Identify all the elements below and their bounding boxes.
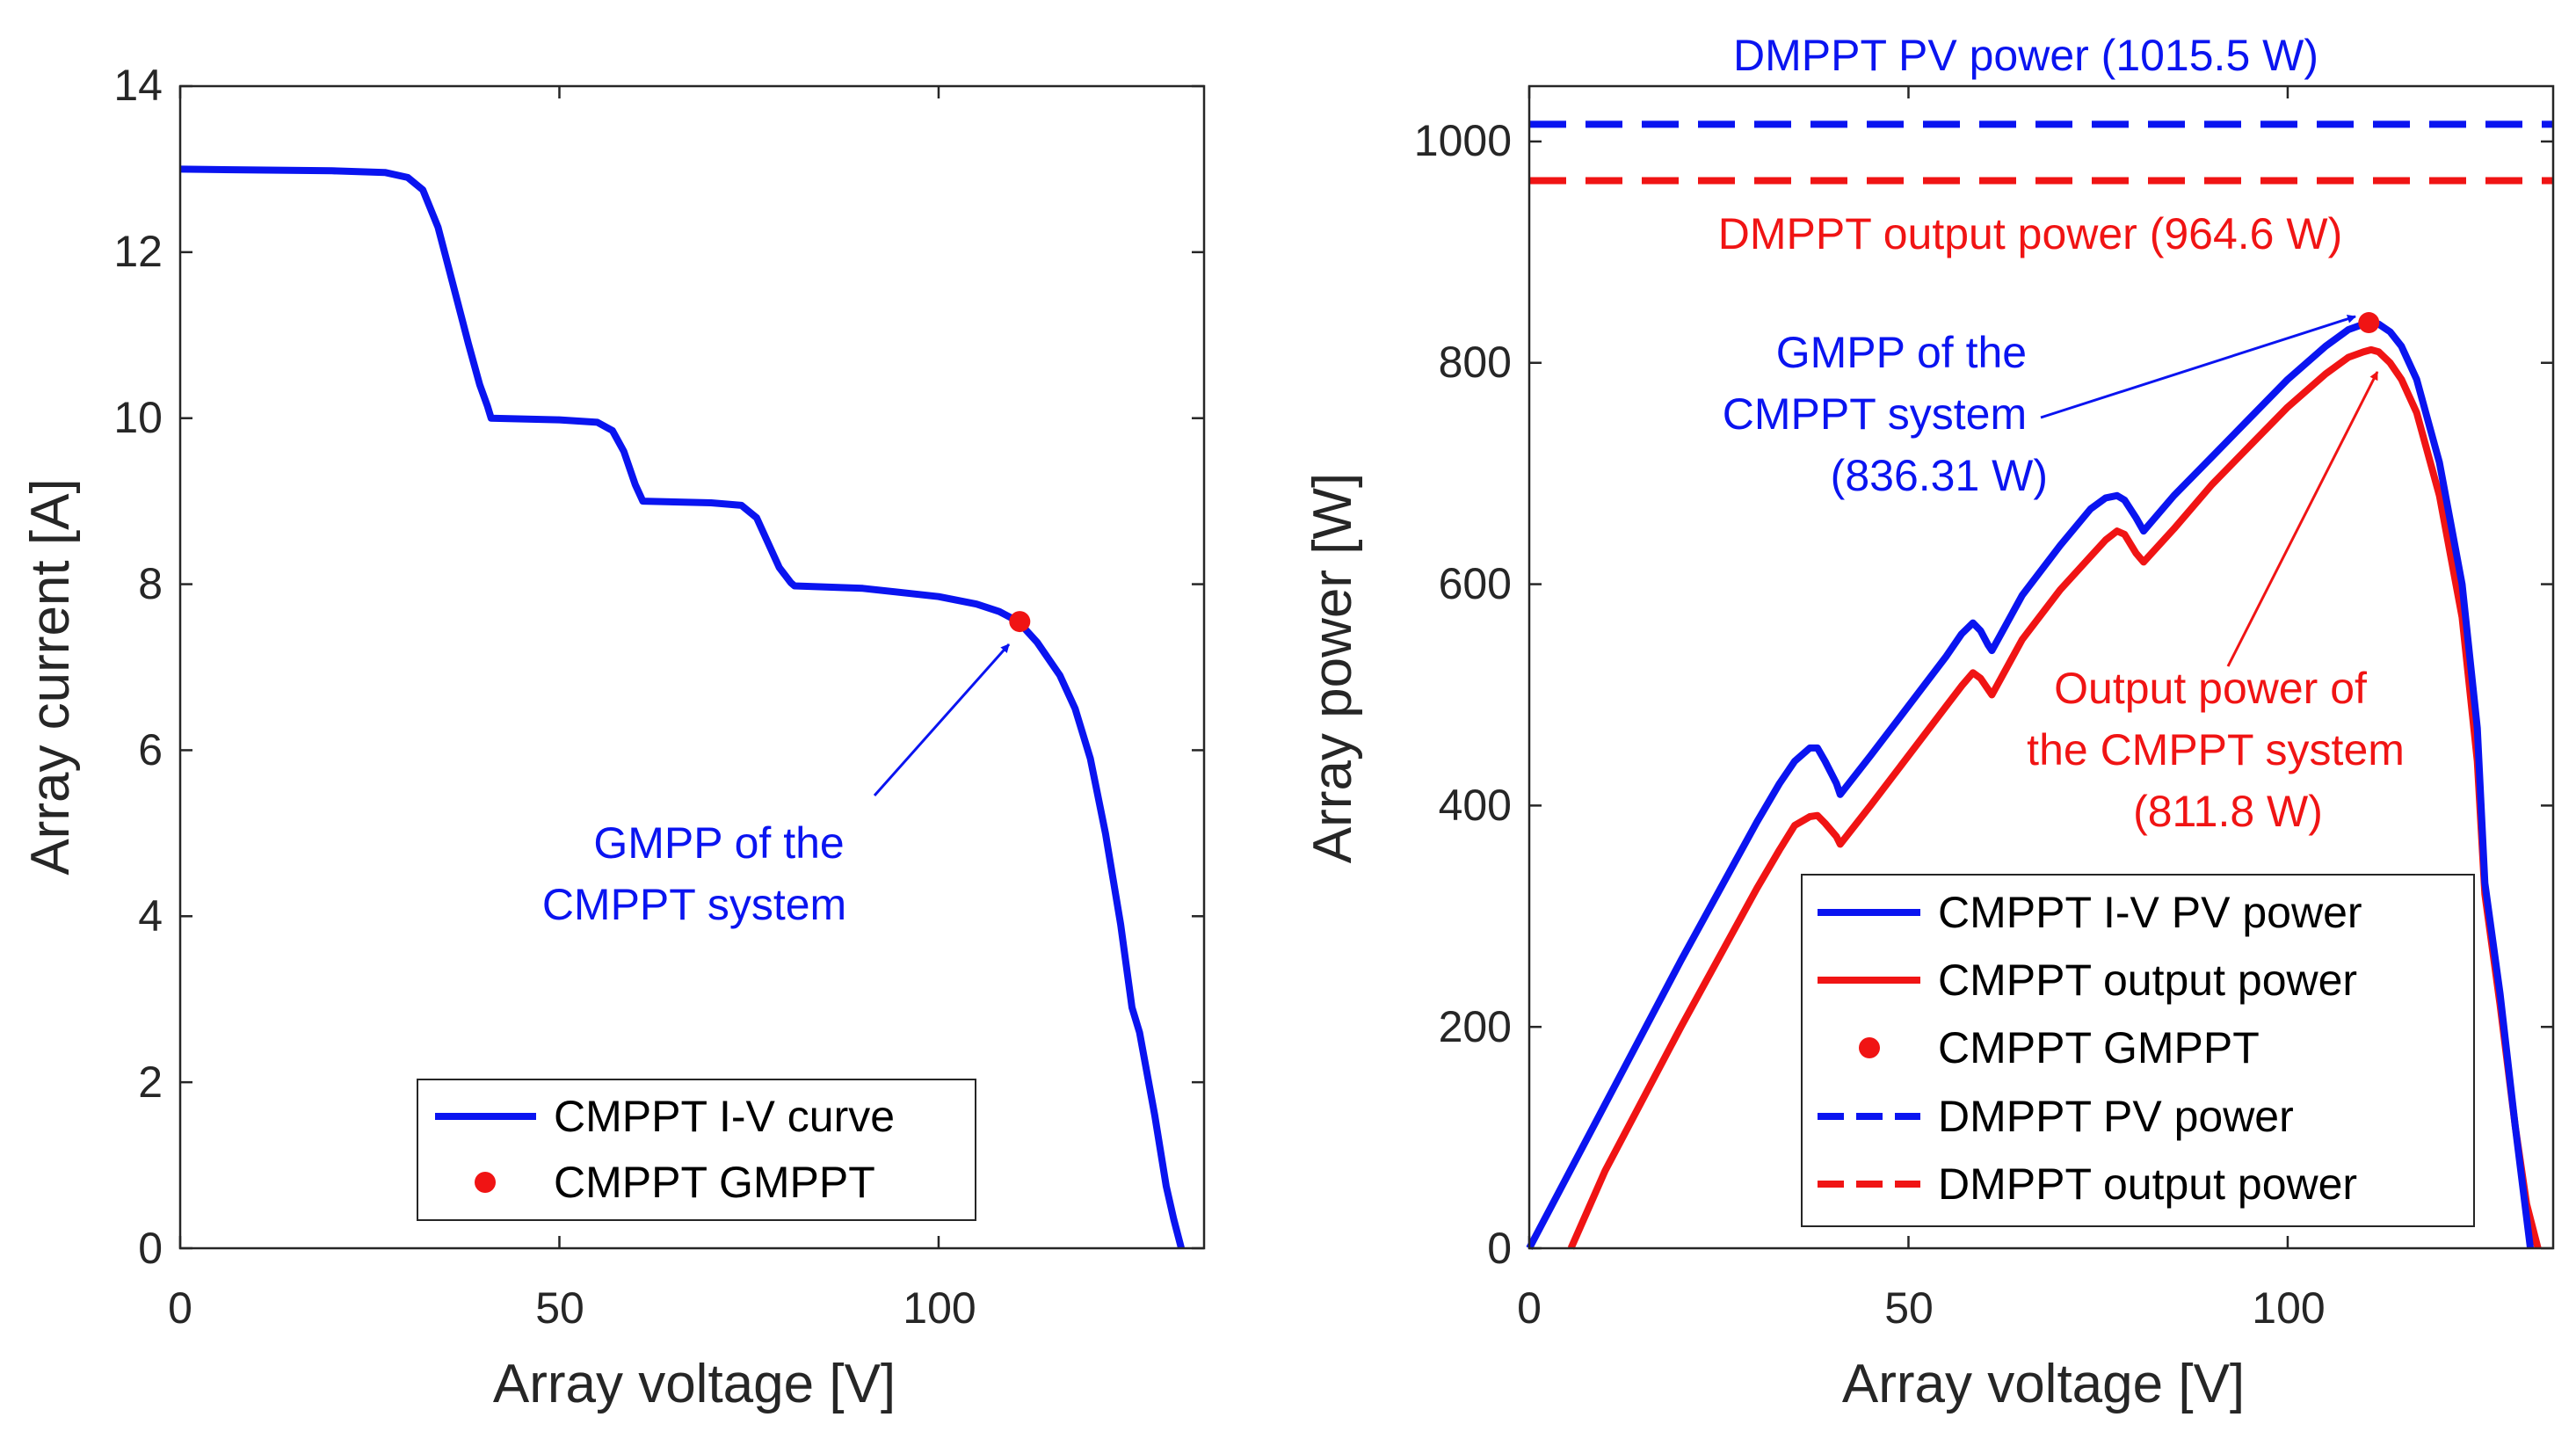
annotation-line: GMPP of the <box>1776 328 2027 377</box>
annotation-line: (836.31 W) <box>1831 451 2048 500</box>
annotation-dmppt-pv: DMPPT PV power (1015.5 W) <box>1733 31 2318 80</box>
y-tick-label: 1000 <box>1414 116 1512 165</box>
y-tick-labels-left: 0 2 4 6 8 10 12 14 <box>113 61 163 1273</box>
y-tick-label: 4 <box>138 891 163 941</box>
annotation-line: the CMPPT system <box>2027 725 2405 774</box>
legend-entry: DMPPT PV power <box>1938 1092 2294 1141</box>
legend-entry: CMPPT GMPPT <box>554 1158 875 1207</box>
y-tick-labels-right: 0 200 400 600 800 1000 <box>1414 116 1512 1273</box>
x-tick-label: 100 <box>903 1283 976 1333</box>
annotation-gmpp-left: GMPP of the CMPPT system <box>542 818 857 929</box>
x-tick-label: 0 <box>1517 1283 1542 1333</box>
y-tick-label: 12 <box>113 227 163 276</box>
legend-box <box>1801 874 2475 1227</box>
legend-right: CMPPT I-V PV power CMPPT output power CM… <box>1801 874 2475 1227</box>
x-tick-label: 50 <box>1884 1283 1934 1333</box>
annotation-arrow-output-right <box>2226 371 2379 667</box>
legend-entry: DMPPT output power <box>1938 1159 2357 1209</box>
y-axis-label-left: Array current [A] <box>20 478 81 875</box>
y-axis-label-right: Array power [W] <box>1303 473 1363 863</box>
y-tick-label: 600 <box>1439 559 1512 608</box>
annotation-dmppt-output: DMPPT output power (964.6 W) <box>1718 209 2342 258</box>
x-tick-label: 100 <box>2252 1283 2325 1333</box>
chart-power: 0 50 100 0 200 400 600 800 1000 Array vo… <box>1303 31 2555 1414</box>
point-cmppt-gmppt <box>2358 312 2380 334</box>
y-tick-label: 14 <box>113 61 163 110</box>
annotation-gmpp-right: GMPP of the CMPPT system (836.31 W) <box>1723 328 2048 500</box>
annotation-arrow-gmpp-left <box>873 643 1011 796</box>
x-axis-label-right: Array voltage [V] <box>1842 1354 2245 1414</box>
plot-frame-right <box>1527 84 2555 1250</box>
plot-frame-left <box>178 84 1206 1250</box>
legend-swatch-dot <box>475 1172 496 1193</box>
chart-iv-curve: 0 50 100 0 2 4 6 8 10 12 14 Array voltag… <box>20 61 1206 1414</box>
y-tick-label: 200 <box>1439 1002 1512 1051</box>
legend-entry: CMPPT I-V PV power <box>1938 888 2362 937</box>
y-tick-label: 10 <box>113 393 163 442</box>
annotation-line: (811.8 W) <box>2133 787 2323 836</box>
series-cmppt-iv-curve <box>179 165 1185 1250</box>
legend-entry: CMPPT I-V curve <box>554 1092 895 1141</box>
annotation-output-right: Output power of the CMPPT system (811.8 … <box>2027 664 2417 836</box>
annotation-line: CMPPT system <box>542 880 846 929</box>
x-tick-labels-right: 0 50 100 <box>1517 1283 2326 1333</box>
annotation-line: Output power of <box>2054 664 2367 713</box>
legend-left: CMPPT I-V curve CMPPT GMPPT <box>417 1079 976 1221</box>
y-tick-label: 2 <box>138 1057 163 1107</box>
y-tick-label: 8 <box>138 559 163 608</box>
y-tick-label: 800 <box>1439 338 1512 387</box>
annotation-arrow-gmpp-right <box>2040 314 2356 419</box>
legend-entry: CMPPT output power <box>1938 956 2357 1005</box>
x-tick-label: 50 <box>535 1283 584 1333</box>
y-tick-label: 400 <box>1439 781 1512 830</box>
legend-entry: CMPPT GMPPT <box>1938 1023 2260 1072</box>
x-axis-label-left: Array voltage [V] <box>493 1354 896 1414</box>
annotation-line: CMPPT system <box>1723 389 2027 439</box>
y-tick-label: 0 <box>138 1224 163 1273</box>
x-tick-label: 0 <box>168 1283 192 1333</box>
series-cmppt-output-power <box>1567 345 2542 1250</box>
legend-box <box>417 1079 976 1221</box>
x-tick-labels-left: 0 50 100 <box>168 1283 976 1333</box>
point-cmppt-gmppt <box>1009 611 1031 633</box>
y-tick-label: 6 <box>138 725 163 774</box>
legend-swatch-dot <box>1859 1037 1880 1058</box>
series-cmppt-pv-power <box>1526 319 2535 1250</box>
y-tick-label: 0 <box>1487 1224 1512 1273</box>
annotation-line: GMPP of the <box>593 818 844 868</box>
